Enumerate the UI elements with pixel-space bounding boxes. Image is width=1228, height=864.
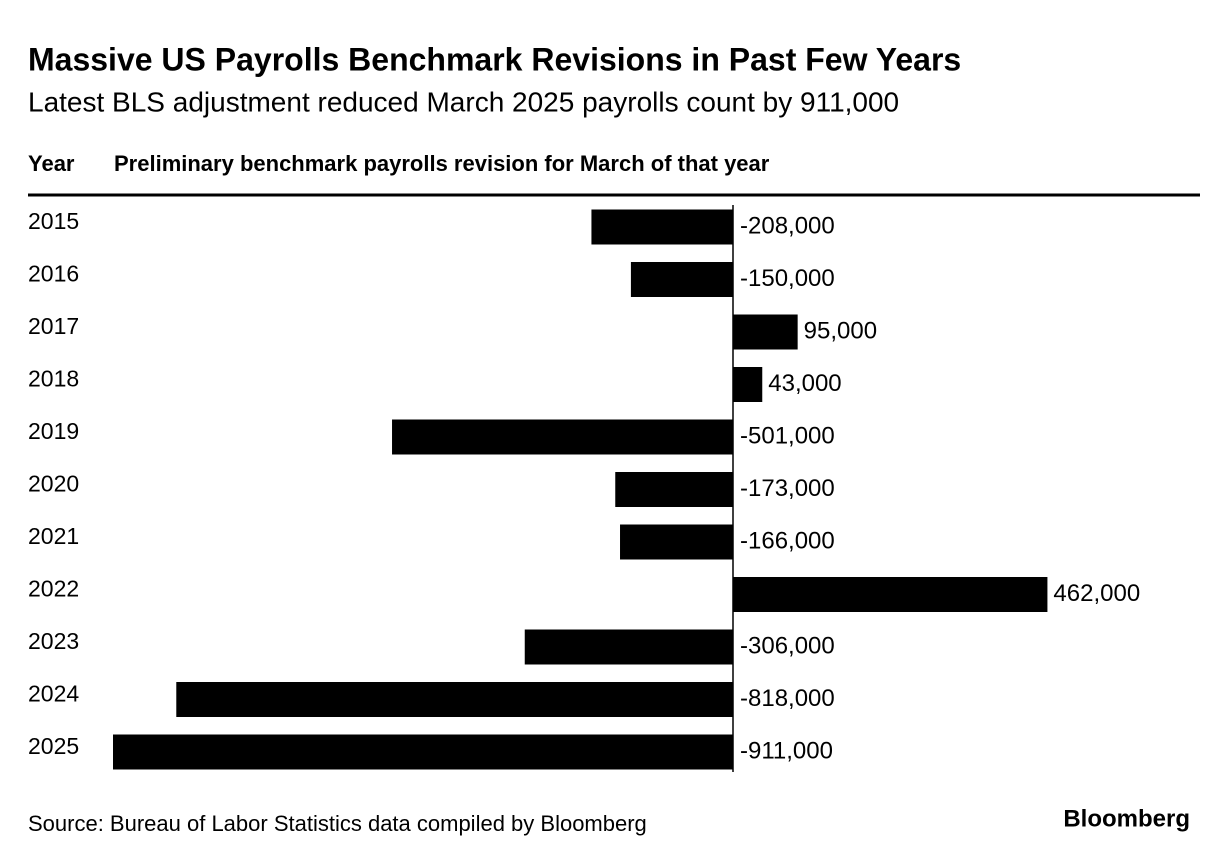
category-label: 2022 [28,576,79,602]
value-label: -150,000 [740,265,835,292]
category-label: 2023 [28,628,79,654]
bar [620,524,733,560]
bar [176,682,733,717]
value-label: -173,000 [740,475,835,502]
value-label: -166,000 [740,527,835,554]
category-label: 2016 [28,261,79,287]
value-label: 462,000 [1053,580,1140,607]
chart-title: Massive US Payrolls Benchmark Revisions … [28,41,961,77]
category-label: 2020 [28,471,79,497]
bar [630,262,733,297]
source-note: Source: Bureau of Labor Statistics data … [28,811,647,836]
bar [615,472,733,507]
value-label: -208,000 [740,212,835,239]
bar [591,209,733,245]
bar [392,419,733,455]
value-label: 43,000 [768,370,841,397]
category-label: 2021 [28,523,79,549]
category-header: Year [28,151,75,176]
brand-logo: Bloomberg [1063,805,1190,832]
category-label: 2019 [28,418,79,444]
value-label: -911,000 [740,737,833,764]
value-label: -306,000 [740,632,835,659]
bar [733,367,763,402]
category-label: 2025 [28,733,79,759]
bar [524,629,733,665]
value-label: -501,000 [740,422,835,449]
category-label: 2024 [28,681,79,707]
chart-subtitle: Latest BLS adjustment reduced March 2025… [28,86,899,117]
value-label: -818,000 [740,685,835,712]
bar [733,577,1048,612]
category-label: 2015 [28,208,79,234]
value-label: 95,000 [804,317,877,344]
value-header: Preliminary benchmark payrolls revision … [114,151,770,176]
category-label: 2017 [28,313,79,339]
bar [113,734,733,770]
bar [733,314,798,350]
category-label: 2018 [28,366,79,392]
